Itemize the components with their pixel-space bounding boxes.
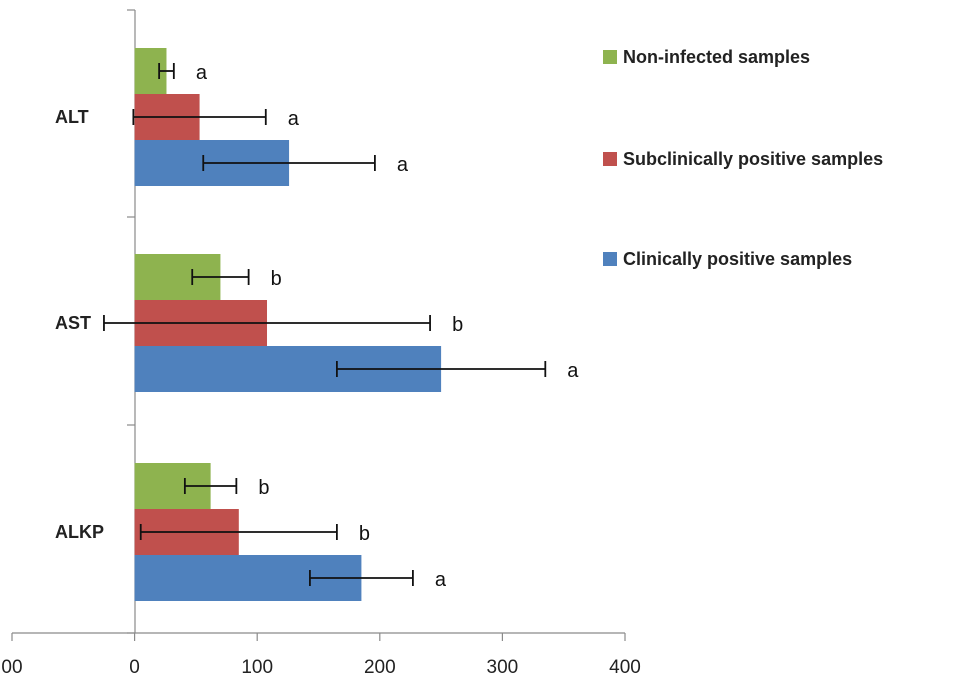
legend-label-2: Clinically positive samples	[623, 249, 852, 269]
legend-label-1: Subclinically positive samples	[623, 149, 883, 169]
significance-alkp-series-1: b	[359, 523, 370, 545]
legend-label-0: Non-infected samples	[623, 47, 810, 67]
significance-ast-series-0: b	[271, 268, 282, 290]
x-tick-label-2: 100	[241, 657, 273, 678]
x-tick-label-1: 0	[129, 657, 140, 678]
category-label-alt: ALT	[55, 107, 89, 127]
legend-swatch-2	[603, 252, 617, 266]
category-label-ast: AST	[55, 313, 91, 333]
significance-alt-series-0: a	[196, 62, 208, 84]
significance-ast-series-2: a	[567, 360, 579, 382]
significance-alt-series-2: a	[397, 154, 409, 176]
significance-alt-series-1: a	[288, 108, 300, 130]
legend-swatch-1	[603, 152, 617, 166]
x-tick-label-0: 00	[1, 657, 22, 678]
x-tick-label-4: 300	[487, 657, 519, 678]
category-label-alkp: ALKP	[55, 522, 104, 542]
x-tick-label-3: 200	[364, 657, 396, 678]
legend-swatch-0	[603, 50, 617, 64]
x-tick-label-5: 400	[609, 657, 641, 678]
significance-alkp-series-2: a	[435, 569, 447, 591]
significance-ast-series-1: b	[452, 314, 463, 336]
significance-alkp-series-0: b	[258, 477, 269, 499]
